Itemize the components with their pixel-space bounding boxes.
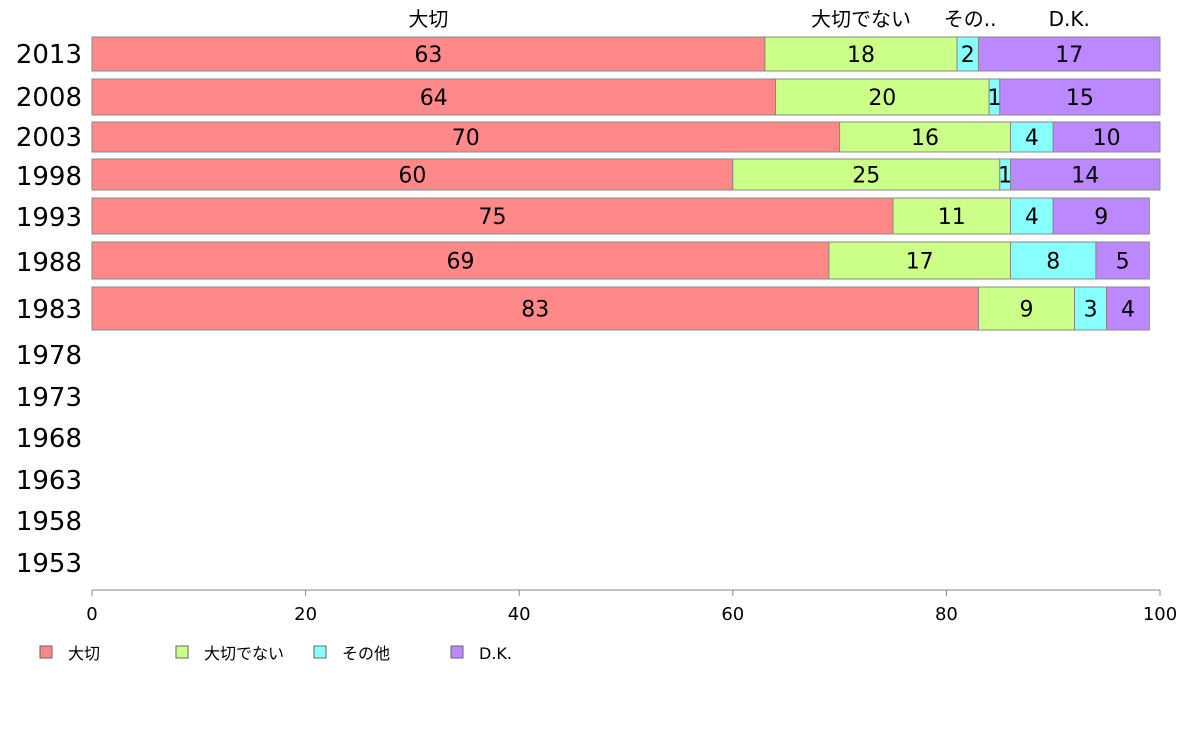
data-label-2003-series-1: 16 — [911, 126, 939, 151]
bar-1998-series-0 — [91, 158, 734, 191]
column-header-3: D.K. — [1049, 7, 1090, 31]
column-header-1: 大切でない — [811, 7, 911, 31]
data-label-1983-series-3: 4 — [1121, 298, 1135, 323]
legend-swatch-0 — [39, 645, 53, 659]
data-label-1988-series-0: 69 — [446, 250, 474, 275]
bar-2008-series-0 — [91, 78, 777, 116]
data-label-1988-series-1: 17 — [906, 250, 934, 275]
bar-2003-series-0 — [91, 121, 841, 153]
bar-1983-series-0 — [91, 286, 979, 331]
bar-1983-series-1 — [977, 286, 1076, 331]
data-label-2003-series-0: 70 — [452, 126, 480, 151]
legend-label-1: 大切でない — [204, 644, 284, 663]
bar-1993-series-0 — [91, 197, 894, 235]
bar-1993-series-1 — [892, 197, 1011, 235]
legend-swatch-1 — [175, 645, 189, 659]
legend-label-3: D.K. — [479, 644, 512, 663]
data-label-2008-series-2: 1 — [987, 86, 1001, 111]
legend-label-2: その他 — [342, 644, 390, 663]
bar-2003-series-1 — [839, 121, 1011, 153]
bar-1988-series-0 — [91, 241, 830, 280]
data-label-2013-series-2: 2 — [961, 43, 975, 68]
bar-1993-series-3 — [1052, 197, 1150, 235]
year-label-2013: 2013 — [16, 40, 82, 70]
bar-2013-series-3 — [977, 36, 1161, 72]
bar-1988-series-3 — [1095, 241, 1150, 280]
year-label-1998: 1998 — [16, 162, 82, 192]
x-tick-label-100: 100 — [1143, 604, 1177, 625]
column-header-2: その.. — [944, 7, 997, 31]
legend-swatch-2 — [313, 645, 327, 659]
year-label-2003: 2003 — [16, 123, 82, 153]
x-tick-label-20: 20 — [294, 604, 317, 625]
bar-2008-series-1 — [775, 78, 990, 116]
legend-swatch-3 — [450, 645, 464, 659]
data-label-2003-series-2: 4 — [1025, 126, 1039, 151]
x-axis: 0 20 40 60 80 100 — [86, 589, 1177, 625]
data-label-1998-series-0: 60 — [398, 164, 426, 189]
data-label-1988-series-2: 8 — [1046, 250, 1060, 275]
year-label-1988: 1988 — [16, 248, 82, 278]
data-label-2008-series-0: 64 — [420, 86, 448, 111]
data-label-1983-series-0: 83 — [521, 298, 549, 323]
year-label-2008: 2008 — [16, 83, 82, 113]
legend-label-0: 大切 — [68, 644, 100, 663]
column-headers: 大切 大切でない その.. D.K. — [408, 7, 1089, 31]
x-tick-label-0: 0 — [86, 604, 97, 625]
bar-1983-series-3 — [1106, 286, 1150, 331]
bar-2013-series-0 — [91, 36, 766, 72]
data-label-1993-series-1: 11 — [938, 205, 966, 230]
bar-1998-series-3 — [1009, 158, 1161, 191]
year-label-1963: 1963 — [16, 466, 82, 496]
bar-2003-series-2 — [1009, 121, 1054, 153]
data-label-1998-series-2: 1 — [998, 164, 1012, 189]
year-labels: 2013 2008 2003 1998 1993 1988 1983 1978 1973 1968… — [16, 40, 82, 579]
data-label-2013-series-3: 17 — [1055, 43, 1083, 68]
data-label-2013-series-1: 18 — [847, 43, 875, 68]
year-label-1958: 1958 — [16, 507, 82, 537]
x-tick-label-60: 60 — [721, 604, 744, 625]
data-label-2008-series-3: 15 — [1066, 86, 1094, 111]
year-label-1993: 1993 — [16, 203, 82, 233]
data-label-2003-series-3: 10 — [1093, 126, 1121, 151]
data-label-1993-series-2: 4 — [1025, 205, 1039, 230]
bar-2013-series-1 — [764, 36, 958, 72]
year-label-1953: 1953 — [16, 549, 82, 579]
year-label-1973: 1973 — [16, 383, 82, 413]
data-label-1983-series-2: 3 — [1084, 298, 1098, 323]
bar-1988-series-1 — [828, 241, 1011, 280]
year-label-1978: 1978 — [16, 341, 82, 371]
data-label-2013-series-0: 63 — [414, 43, 442, 68]
x-tick-label-40: 40 — [508, 604, 531, 625]
data-label-1988-series-3: 5 — [1116, 250, 1130, 275]
data-label-2008-series-1: 20 — [868, 86, 896, 111]
year-label-1968: 1968 — [16, 424, 82, 454]
year-label-1983: 1983 — [16, 295, 82, 325]
data-label-1998-series-1: 25 — [852, 164, 880, 189]
bar-2008-series-3 — [999, 78, 1161, 116]
x-tick-label-80: 80 — [935, 604, 958, 625]
bar-1983-series-2 — [1074, 286, 1108, 331]
legend: 大切 大切でない その他 D.K. — [39, 644, 512, 663]
column-header-0: 大切 — [408, 7, 448, 31]
data-label-1983-series-1: 9 — [1020, 298, 1034, 323]
bar-1993-series-2 — [1009, 197, 1054, 235]
data-label-1998-series-3: 14 — [1071, 164, 1099, 189]
data-label-1993-series-0: 75 — [479, 205, 507, 230]
bar-2003-series-3 — [1052, 121, 1161, 153]
data-label-1993-series-3: 9 — [1094, 205, 1108, 230]
